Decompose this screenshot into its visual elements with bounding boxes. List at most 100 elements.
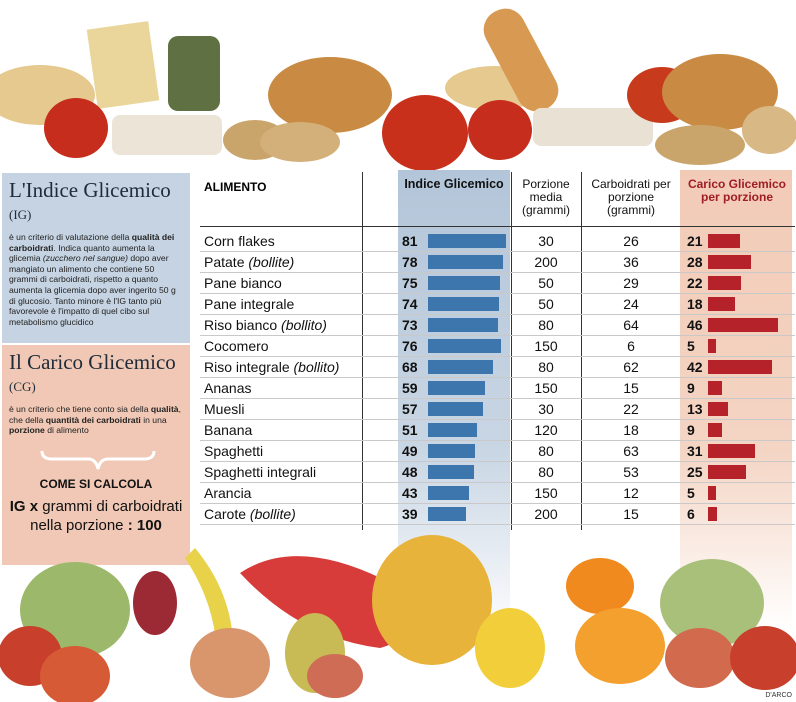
portion-value: 50 (538, 275, 554, 291)
ig-value-label: 49 (402, 443, 418, 459)
portion-value: 200 (534, 506, 558, 522)
table-row-line (200, 440, 795, 441)
calc-formula: IG x grammi di carboidrati nella porzion… (9, 498, 183, 534)
header-porzione: Porzione media (grammi) (522, 177, 570, 217)
table-row-line (200, 272, 795, 273)
cg-bar (708, 234, 740, 248)
carbs-value: 29 (623, 275, 639, 291)
cg-bar (708, 339, 716, 353)
cg-bar (708, 276, 742, 290)
cg-panel-title: Il Carico Glicemico (CG) (9, 351, 190, 398)
carbs-value: 6 (627, 338, 635, 354)
cg-value-label: 5 (687, 485, 695, 501)
cg-description: è un criterio che tiene conto sia della … (9, 404, 181, 436)
carbs-value: 62 (623, 359, 639, 375)
table-row-line (200, 293, 795, 294)
food-name: Spaghetti integrali (204, 464, 317, 480)
portion-value: 150 (534, 485, 558, 501)
food-name: Carote (bollite) (204, 506, 296, 522)
carbs-value: 12 (623, 485, 639, 501)
cg-title-text: Il Carico Glicemico (9, 350, 176, 374)
cg-value-label: 21 (687, 233, 703, 249)
ig-bar (428, 402, 483, 416)
cg-bar (708, 255, 751, 269)
portion-value: 30 (538, 233, 554, 249)
ig-value-label: 57 (402, 401, 418, 417)
ig-value-label: 75 (402, 275, 418, 291)
food-illustration (0, 0, 796, 170)
ig-bar (428, 507, 466, 521)
cg-bar (708, 318, 778, 332)
carbs-value: 18 (623, 422, 639, 438)
header-indice-glicemico: Indice Glicemico (404, 177, 504, 191)
cg-value-label: 9 (687, 422, 695, 438)
food-name: Spaghetti (204, 443, 264, 459)
ig-value-label: 73 (402, 317, 418, 333)
cg-value-label: 13 (687, 401, 703, 417)
ig-value-label: 59 (402, 380, 418, 396)
portion-value: 150 (534, 380, 558, 396)
ig-bar (428, 339, 502, 353)
ig-value-label: 74 (402, 296, 418, 312)
cg-value-label: 46 (687, 317, 703, 333)
table-row-line (200, 251, 795, 252)
portion-value: 80 (538, 443, 554, 459)
ig-bar (428, 360, 494, 374)
ig-value-label: 78 (402, 254, 418, 270)
cg-value-label: 28 (687, 254, 703, 270)
food-name: Pane bianco (204, 275, 282, 291)
cg-definition-panel: Il Carico Glicemico (CG) è un criterio c… (2, 345, 190, 565)
food-name: Banana (204, 422, 253, 438)
header-alimento: ALIMENTO (204, 180, 267, 194)
column-divider (362, 172, 363, 530)
food-name: Riso integrale (bollito) (204, 359, 340, 375)
cg-value-label: 42 (687, 359, 703, 375)
ig-panel-title: L'Indice Glicemico (IG) (9, 179, 190, 226)
carbs-value: 26 (623, 233, 639, 249)
carbs-value: 53 (623, 464, 639, 480)
column-divider (511, 172, 512, 530)
table-row-line (200, 398, 795, 399)
ig-bar (428, 276, 501, 290)
food-name: Pane integrale (204, 296, 295, 312)
food-name: Cocomero (204, 338, 269, 354)
carbs-value: 24 (623, 296, 639, 312)
cg-bar (708, 402, 728, 416)
food-name: Riso bianco (bollito) (204, 317, 327, 333)
carbs-value: 63 (623, 443, 639, 459)
header-carico-glicemico: Carico Glicemico per porzione (687, 177, 787, 204)
portion-value: 30 (538, 401, 554, 417)
cg-bar (708, 465, 747, 479)
cg-value-label: 31 (687, 443, 703, 459)
carbs-value: 15 (623, 380, 639, 396)
table-row-line (200, 524, 795, 525)
credit: D'ARCO (765, 692, 792, 699)
ig-bar (428, 255, 504, 269)
ig-value-label: 68 (402, 359, 418, 375)
table-row-line (200, 377, 795, 378)
cg-value-label: 18 (687, 296, 703, 312)
portion-value: 120 (534, 422, 558, 438)
ig-value-label: 48 (402, 464, 418, 480)
table-row-line (200, 503, 795, 504)
ig-abbr: (IG) (9, 207, 32, 222)
table-row-line (200, 335, 795, 336)
ig-bar (428, 381, 485, 395)
ig-title-text: L'Indice Glicemico (9, 178, 171, 202)
ig-bar (428, 423, 478, 437)
food-name: Patate (bollite) (204, 254, 295, 270)
ig-bar (428, 297, 500, 311)
carbs-value: 15 (623, 506, 639, 522)
calc-heading: COME SI CALCOLA (39, 477, 153, 491)
portion-value: 80 (538, 317, 554, 333)
cg-bar (708, 381, 722, 395)
ig-value-label: 51 (402, 422, 418, 438)
carbs-value: 64 (623, 317, 639, 333)
cg-bar (708, 486, 716, 500)
cg-bar (708, 423, 722, 437)
cg-bar (708, 507, 718, 521)
header-carboidrati: Carboidrati per porzione (grammi) (591, 177, 671, 217)
table-row-line (200, 419, 795, 420)
portion-value: 80 (538, 359, 554, 375)
cg-value-label: 6 (687, 506, 695, 522)
